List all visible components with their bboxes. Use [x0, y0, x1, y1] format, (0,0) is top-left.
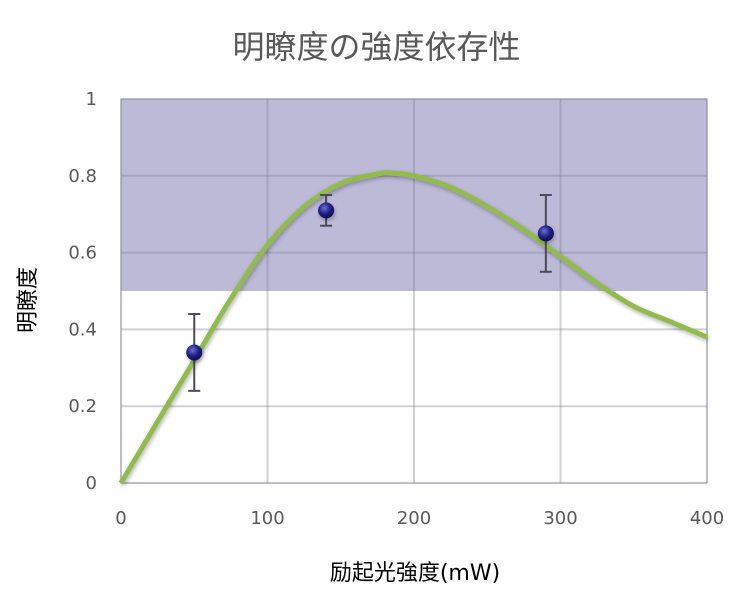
- x-tick-label: 100: [250, 508, 284, 529]
- x-axis-ticks: 0 100 200 300 400: [115, 508, 724, 529]
- fit-line: [118, 170, 708, 485]
- y-tick-label: 0.4: [68, 319, 97, 340]
- data-points: [186, 194, 554, 392]
- x-tick-label: 300: [543, 508, 577, 529]
- x-axis-label: 励起光強度(mW): [329, 561, 501, 586]
- chart-title: 明瞭度の強度依存性: [232, 28, 521, 66]
- marker: [318, 202, 335, 219]
- marker: [537, 225, 554, 242]
- x-tick-label: 400: [690, 508, 724, 529]
- data-point: [537, 194, 554, 273]
- y-tick-label: 0.2: [68, 396, 97, 417]
- fit-curve: [118, 170, 708, 485]
- shaded-region: [121, 99, 707, 291]
- y-tick-label: 0.6: [68, 243, 97, 264]
- x-tick-label: 0: [115, 508, 126, 529]
- data-point: [186, 313, 203, 392]
- y-tick-label: 1: [86, 89, 97, 110]
- y-axis-ticks: 0 0.2 0.4 0.6 0.8 1: [68, 89, 97, 494]
- y-tick-label: 0.8: [68, 166, 97, 187]
- y-tick-label: 0: [86, 473, 97, 494]
- plot-border: [120, 98, 708, 484]
- data-point: [318, 194, 335, 227]
- shaded-band: [121, 99, 707, 291]
- x-tick-label: 200: [397, 508, 431, 529]
- marker: [186, 344, 203, 361]
